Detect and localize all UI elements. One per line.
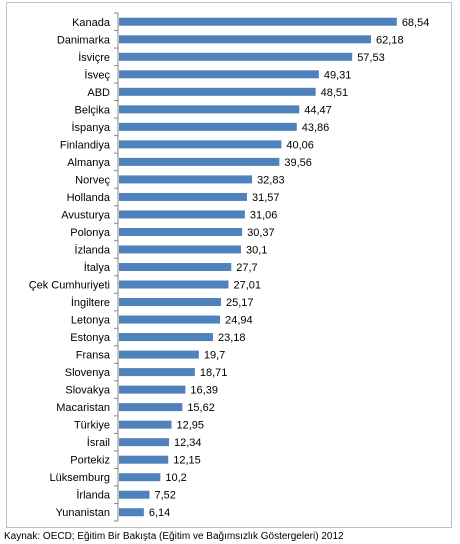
bar	[119, 508, 144, 517]
bar	[119, 175, 253, 184]
category-label: Almanya	[67, 157, 111, 169]
value-label: 19,7	[204, 350, 225, 362]
value-label: 43,86	[302, 122, 330, 134]
value-label: 30,1	[246, 244, 267, 256]
category-label: ABD	[87, 87, 110, 99]
category-label: Danimarka	[57, 34, 111, 46]
bar	[119, 192, 247, 201]
bar	[119, 17, 397, 26]
value-label: 27,7	[236, 262, 257, 274]
value-label: 40,06	[286, 139, 314, 151]
value-label: 39,56	[284, 157, 312, 169]
bar	[119, 473, 161, 482]
bar	[119, 157, 280, 166]
value-label: 16,39	[190, 385, 218, 397]
value-label: 23,18	[218, 332, 246, 344]
bar-chart: Kanada 68,54 Danimarka 62,18 İsviçre 57,53 İsv…	[29, 12, 430, 522]
value-label: 44,47	[304, 104, 332, 116]
category-label: Slovenya	[65, 367, 111, 379]
category-label: Belçika	[75, 104, 111, 116]
category-label: Slovakya	[65, 385, 111, 397]
category-label: Norveç	[75, 174, 110, 186]
category-label: Türkiye	[74, 420, 110, 432]
value-label: 27,01	[233, 280, 261, 292]
bar	[119, 263, 232, 271]
bar	[119, 438, 170, 447]
bar	[119, 70, 319, 79]
bar	[119, 420, 172, 429]
bar	[119, 298, 222, 307]
value-label: 25,17	[226, 297, 254, 309]
category-label: Yunanistan	[56, 507, 110, 519]
bar	[119, 333, 213, 342]
category-label: Kanada	[72, 17, 111, 29]
bar	[119, 105, 300, 114]
value-label: 30,37	[247, 227, 275, 239]
category-label: Fransa	[76, 350, 111, 362]
category-label: İtalya	[84, 261, 111, 274]
bar	[119, 368, 195, 377]
value-label: 68,54	[402, 17, 430, 29]
value-label: 12,34	[174, 437, 202, 449]
value-label: 15,62	[187, 402, 215, 414]
bar	[119, 210, 245, 219]
bar	[119, 490, 150, 499]
value-label: 18,71	[200, 367, 228, 379]
bar	[119, 315, 221, 324]
value-label: 12,95	[176, 420, 204, 432]
value-label: 57,53	[357, 52, 385, 64]
bar	[119, 385, 186, 394]
value-label: 31,57	[252, 192, 280, 204]
bar	[119, 403, 183, 412]
category-label: İsveç	[84, 68, 110, 81]
bar	[119, 140, 282, 149]
category-label: Lüksemburg	[49, 472, 110, 484]
category-label: İngiltere	[71, 296, 110, 309]
bar	[119, 52, 353, 61]
bar	[119, 245, 242, 254]
category-label: Polonya	[70, 227, 111, 239]
category-label: İsviçre	[78, 51, 110, 64]
value-label: 48,51	[321, 87, 349, 99]
bar	[119, 227, 243, 236]
value-label: 7,52	[154, 490, 175, 502]
category-label: Avusturya	[61, 209, 111, 221]
category-label: Finlandiya	[60, 139, 111, 151]
bar	[119, 280, 229, 289]
value-label: 49,31	[324, 69, 352, 81]
chart-footnote: Kaynak: OECD; Eğitim Bir Bakışta (Eğitim…	[4, 531, 344, 542]
category-label: Portekiz	[70, 455, 110, 467]
value-label: 62,18	[376, 34, 404, 46]
bar	[119, 35, 372, 44]
value-label: 31,06	[250, 209, 278, 221]
category-label: Estonya	[70, 332, 111, 344]
category-label: Letonya	[71, 315, 111, 327]
category-label: İrlanda	[76, 489, 111, 502]
category-label: İsrail	[87, 436, 110, 449]
bar	[119, 87, 316, 96]
value-label: 6,14	[149, 507, 170, 519]
chart-frame: Kanada 68,54 Danimarka 62,18 İsviçre 57,53 İsv…	[6, 2, 452, 528]
value-label: 24,94	[225, 315, 253, 327]
category-label: Macaristan	[56, 402, 110, 414]
category-label: İzlanda	[75, 243, 111, 256]
category-label: Çek Cumhuriyeti	[29, 280, 110, 292]
bar	[119, 455, 169, 464]
bar	[119, 122, 297, 131]
bar	[119, 350, 199, 359]
value-label: 32,83	[257, 174, 285, 186]
category-label: Hollanda	[67, 192, 111, 204]
category-label: İspanya	[71, 121, 110, 134]
value-label: 12,15	[173, 455, 201, 467]
value-label: 10,2	[165, 472, 186, 484]
